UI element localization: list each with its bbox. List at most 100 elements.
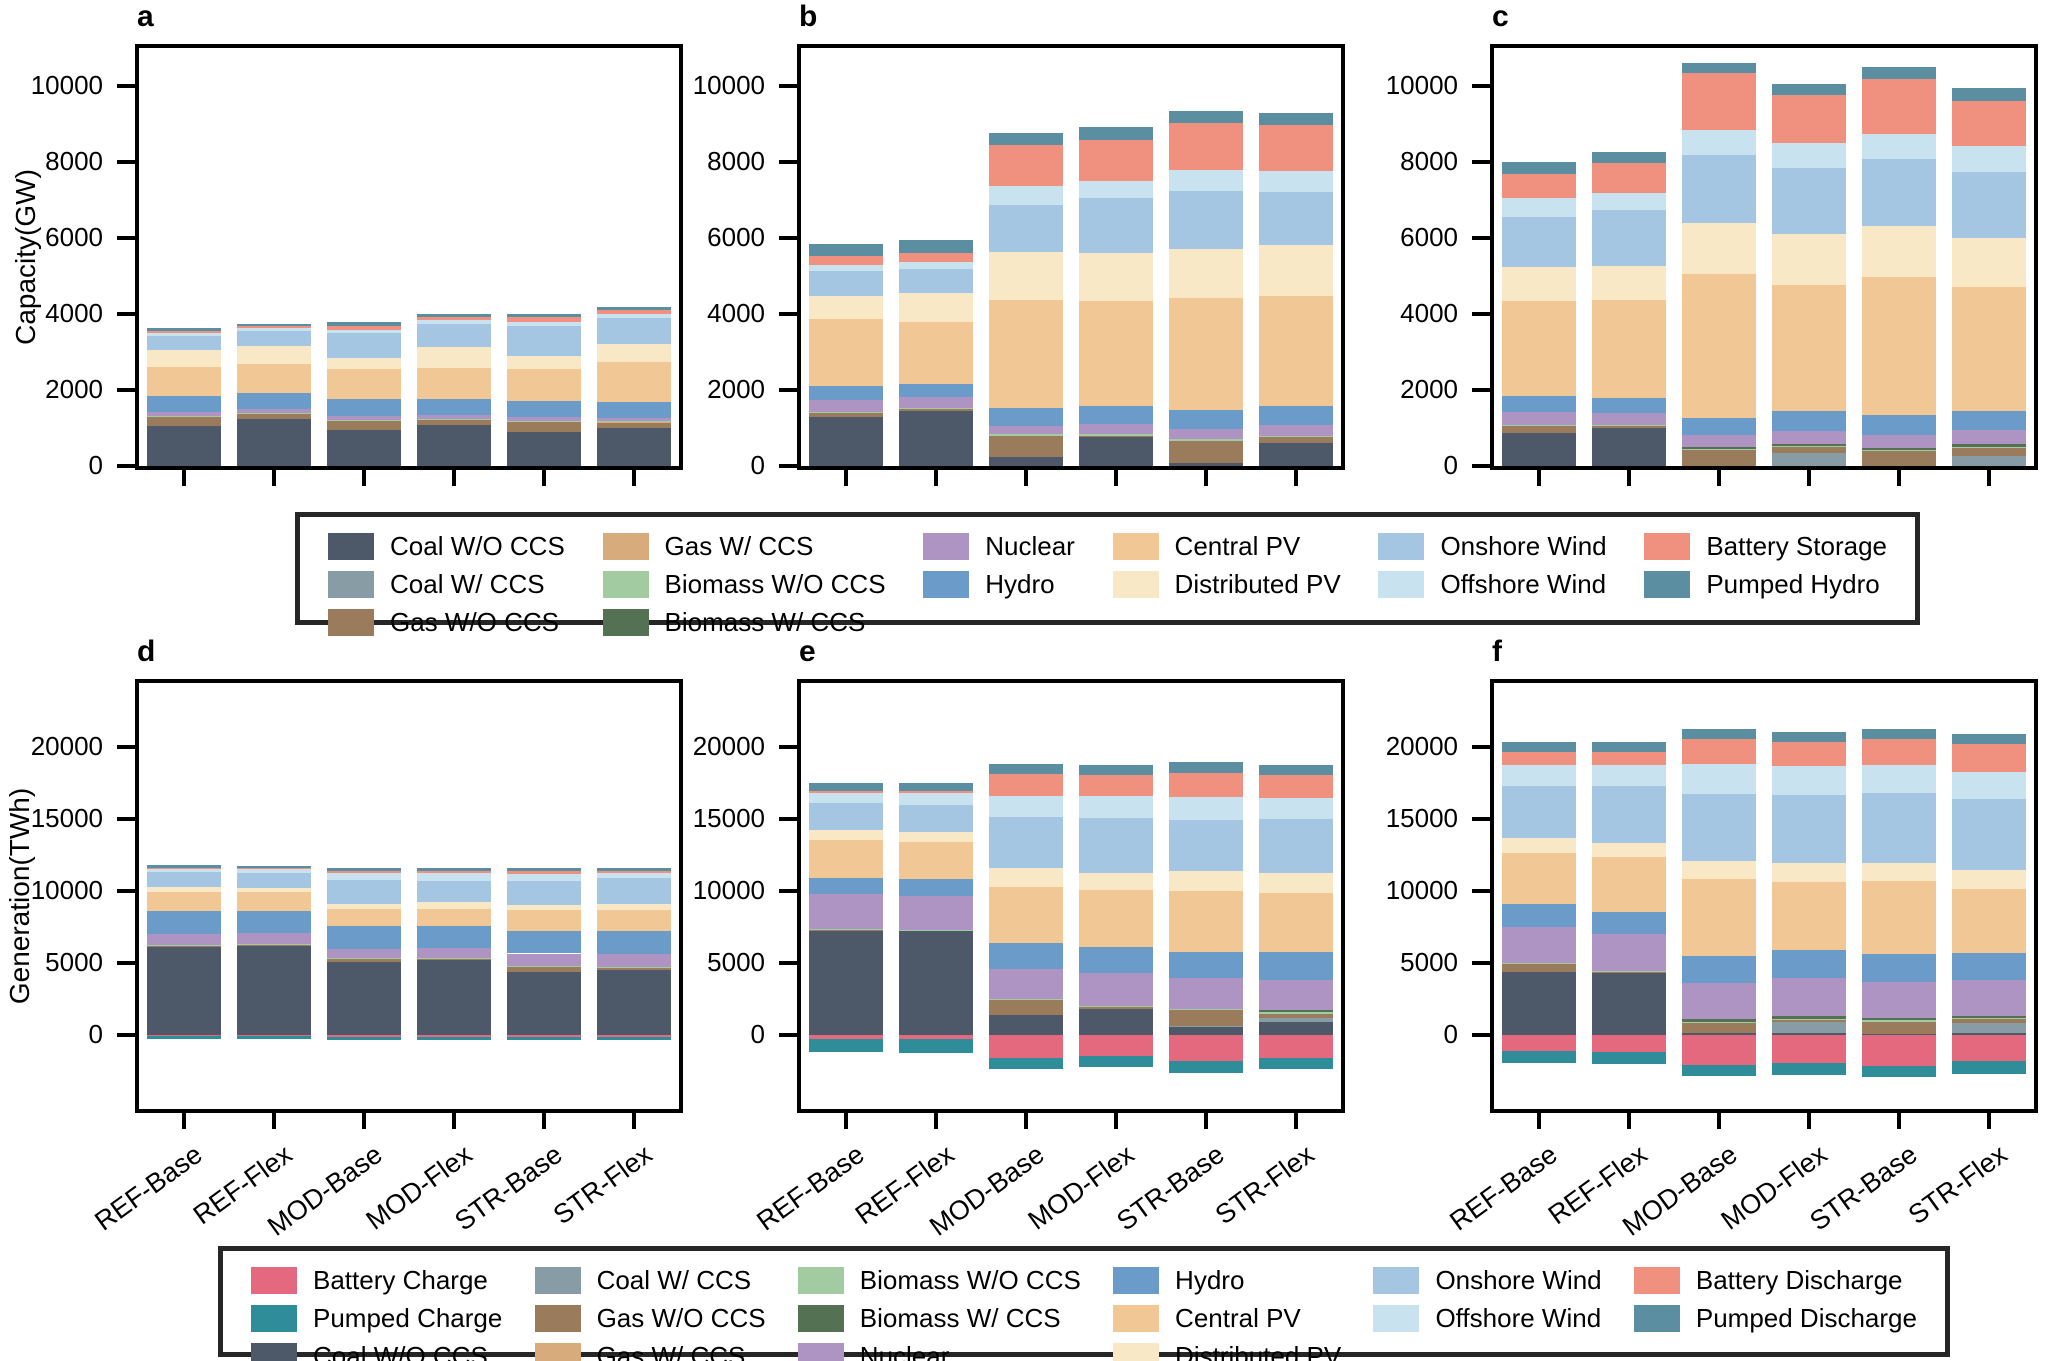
offshore_wind-segment [1952, 771, 2026, 800]
distributed_pv-segment [237, 888, 311, 893]
legend-swatch-distributed_pv [1113, 1343, 1160, 1361]
gas_wo_ccs-segment [1079, 435, 1153, 438]
pumped_discharge-segment [147, 865, 221, 869]
y-tick [117, 160, 135, 164]
battery_discharge-segment [237, 868, 311, 870]
biomass_wo_ccs-segment [1259, 1011, 1333, 1014]
pumped_charge-segment [327, 1036, 401, 1040]
battery_storage-segment [417, 316, 491, 321]
legend-column: Coal W/ CCS Gas W/O CCS Gas W/ CCS [534, 1265, 766, 1361]
gas_w_ccs-segment [507, 421, 581, 423]
y-tick [779, 1033, 797, 1038]
pumped_hydro-segment [1592, 152, 1666, 164]
nuclear-segment [237, 932, 311, 945]
x-tick [542, 1113, 546, 1129]
legend-item-pumped_hydro: Pumped Hydro [1644, 569, 1887, 600]
pumped_hydro-segment [237, 323, 311, 326]
legend-swatch-biomass_w_ccs [602, 609, 649, 636]
nuclear-segment [597, 954, 671, 968]
hydro-segment [237, 392, 311, 410]
y-tick [1472, 961, 1490, 966]
hydro-segment [1772, 411, 1846, 432]
coal_w_ccs-segment [1772, 1021, 1846, 1034]
legend-item-gas_w_ccs: Gas W/ CCS [534, 1341, 766, 1361]
gas_wo_ccs-segment [1502, 424, 1576, 433]
pumped_hydro-segment [1079, 127, 1153, 140]
coal_wo_ccs-segment [1502, 432, 1576, 466]
central_pv-segment [597, 361, 671, 402]
battery_charge-segment [597, 1035, 671, 1038]
onshore_wind-segment [809, 271, 883, 297]
bar-f-STR-Flex [1952, 683, 2026, 1109]
distributed_pv-segment [507, 905, 581, 911]
gas_wo_ccs-segment [989, 435, 1063, 457]
bar-b-MOD-Flex [1079, 48, 1153, 466]
battery_storage-segment [237, 325, 311, 329]
coal_wo_ccs-segment [147, 425, 221, 466]
bar-f-MOD-Flex [1772, 683, 1846, 1109]
legend-swatch-pumped_discharge [1633, 1305, 1680, 1332]
hydro-segment [1682, 417, 1756, 435]
legend-item-pumped_charge: Pumped Charge [251, 1303, 502, 1334]
pumped_charge-segment [417, 1036, 491, 1040]
y-tick [1472, 888, 1490, 893]
pumped_charge-segment [989, 1058, 1063, 1069]
battery_charge-segment [1259, 1035, 1333, 1058]
distributed_pv-segment [1772, 233, 1846, 286]
central_pv-segment [989, 886, 1063, 943]
legend-capacity: Coal W/O CCS Coal W/ CCS Gas W/O CCS Gas W/… [295, 512, 1920, 637]
battery_charge-segment [1592, 1035, 1666, 1052]
legend-label-nuclear: Nuclear [985, 531, 1075, 561]
battery_charge-segment [989, 1035, 1063, 1059]
plot-panel-b: 0 2000 4000 6000 8000 10000 [693, 44, 1345, 486]
offshore_wind-segment [597, 872, 671, 879]
coal_w_ccs-segment [1169, 1025, 1243, 1028]
onshore_wind-segment [1952, 171, 2026, 238]
distributed_pv-segment [1259, 244, 1333, 297]
legend-swatch-battery_discharge [1633, 1267, 1680, 1294]
coal_wo_ccs-segment [989, 1015, 1063, 1036]
bar-e-REF-Base [809, 683, 883, 1109]
pumped_charge-segment [1862, 1065, 1936, 1078]
legend-item-gas_wo_ccs: Gas W/O CCS [534, 1303, 766, 1334]
battery_storage-segment [899, 252, 973, 262]
legend-column: Coal W/O CCS Coal W/ CCS Gas W/O CCS [328, 531, 565, 638]
coal_wo_ccs-segment [237, 419, 311, 466]
pumped_discharge-segment [1952, 733, 2026, 744]
y-tick [117, 744, 135, 749]
pumped_hydro-segment [1952, 87, 2026, 101]
x-tick [844, 1113, 848, 1129]
legend-label-central_pv: Central PV [1175, 1303, 1301, 1333]
central_pv-segment [989, 299, 1063, 408]
hydro-segment [809, 385, 883, 400]
coal_wo_ccs-segment [237, 945, 311, 1036]
offshore_wind-segment [1682, 763, 1756, 795]
plot-panel-a: 0 2000 4000 6000 8000 10000 [31, 44, 683, 486]
central_pv-segment [1682, 274, 1756, 418]
distributed_pv-segment [1772, 862, 1846, 882]
legend-swatch-pumped_hydro [1644, 571, 1691, 598]
hydro-segment [1169, 410, 1243, 430]
biomass_wo_ccs-segment [1259, 436, 1333, 438]
biomass_wo_ccs-segment [1952, 1018, 2026, 1020]
hydro-segment [1502, 903, 1576, 928]
pumped_discharge-segment [1862, 729, 1936, 740]
nuclear-segment [899, 896, 973, 930]
y-tick [117, 464, 135, 468]
legend-label-battery_charge: Battery Charge [313, 1265, 488, 1295]
distributed_pv-segment [1862, 226, 1936, 277]
pumped_charge-segment [1772, 1062, 1846, 1076]
y-tick-label: 15000 [30, 802, 103, 833]
gas_wo_ccs-segment [899, 408, 973, 411]
y-tick-label: 10000 [30, 70, 103, 100]
bar-d-MOD-Base [327, 683, 401, 1109]
gas_wo_ccs-segment [1079, 1007, 1153, 1010]
battery_charge-segment [1079, 1035, 1153, 1057]
battery_charge-segment [899, 1035, 973, 1039]
x-tick [1114, 470, 1118, 486]
central_pv-segment [1592, 857, 1666, 912]
legend-column: Biomass W/O CCS Biomass W/ CCS Nuclear [797, 1265, 1081, 1361]
legend-swatch-coal_wo_ccs [328, 533, 374, 560]
coal_wo_ccs-segment [1952, 1033, 2026, 1036]
nuclear-segment [1772, 977, 1846, 1016]
